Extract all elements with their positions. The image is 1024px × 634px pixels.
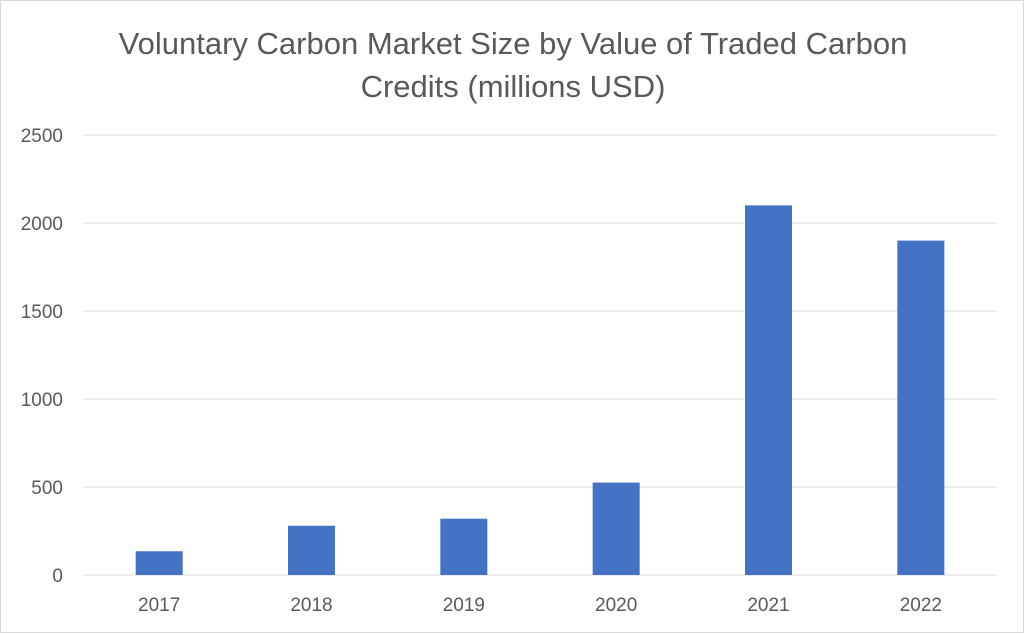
gridlines [83, 134, 997, 576]
y-tick-label: 500 [31, 478, 63, 499]
x-tick-label: 2018 [290, 595, 332, 616]
bar-2018 [288, 525, 335, 575]
bars [135, 205, 945, 575]
x-tick-label: 2021 [747, 595, 789, 616]
y-tick-label: 1500 [21, 302, 63, 323]
bar-2019 [440, 518, 488, 575]
y-tick-label: 0 [52, 566, 63, 587]
y-axis-tick-labels: 0 500 1000 1500 2000 2500 [21, 126, 63, 587]
chart-title-line-1: Voluntary Carbon Market Size by Value of… [119, 26, 908, 61]
x-tick-label: 2022 [900, 595, 942, 616]
x-axis-tick-labels: 2017 2018 2019 2020 2021 2022 [138, 595, 942, 616]
chart-title-line-2: Credits (millions USD) [361, 69, 666, 104]
y-tick-label: 2000 [21, 214, 63, 235]
x-tick-label: 2019 [443, 595, 485, 616]
y-tick-label: 1000 [21, 390, 63, 411]
bar-2017 [135, 551, 183, 575]
bar-2021 [745, 205, 792, 575]
y-tick-label: 2500 [21, 126, 63, 147]
x-tick-label: 2020 [595, 595, 637, 616]
bar-2022 [897, 240, 945, 575]
bar-2020 [592, 482, 640, 575]
x-tick-label: 2017 [138, 595, 180, 616]
